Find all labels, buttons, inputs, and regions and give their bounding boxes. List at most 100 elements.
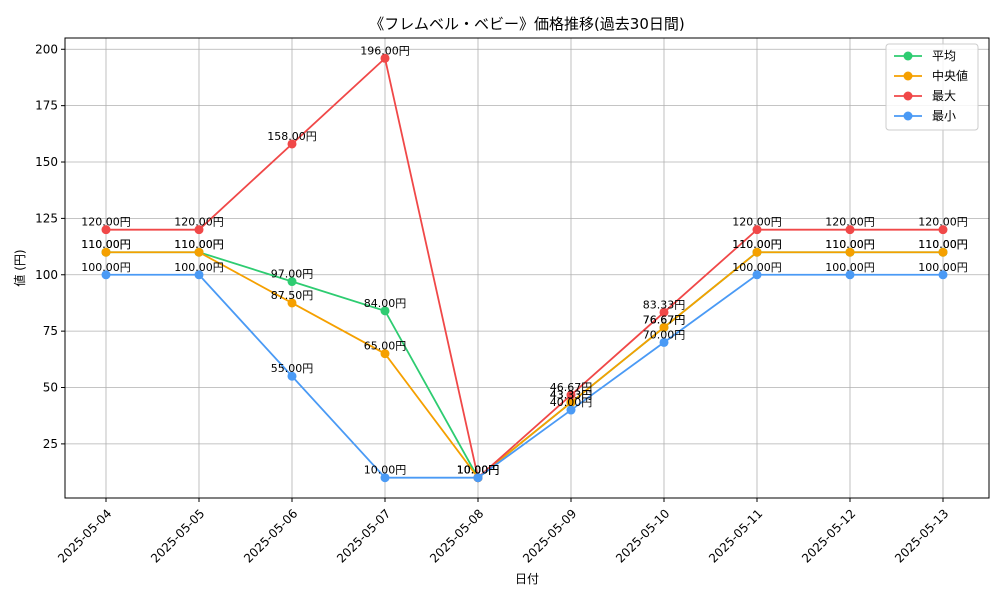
series-2-data-label: 120.00円 xyxy=(825,216,875,229)
series-line-1 xyxy=(106,251,943,479)
series-2-data-label: 120.00円 xyxy=(732,216,782,229)
series-2-data-label: 120.00円 xyxy=(81,216,131,229)
plot-frame xyxy=(64,37,990,499)
series-1-point xyxy=(380,349,390,359)
series-1-point xyxy=(938,247,948,257)
y-tick-label: 25 xyxy=(43,437,58,451)
series-3-data-label: 70.00円 xyxy=(643,328,686,341)
series-1-data-label: 43.33円 xyxy=(550,389,593,402)
series-2-point xyxy=(380,53,390,63)
series-line-3 xyxy=(106,273,943,479)
series-3-data-label: 55.00円 xyxy=(271,362,314,375)
legend-marker-0 xyxy=(903,51,913,61)
x-tick-label: 2025-05-10 xyxy=(613,506,672,565)
series-2-data-label: 46.67円 xyxy=(550,381,593,394)
series-2-point xyxy=(845,225,855,235)
chart-title: 《フレムベル・ベビー》価格推移(過去30日間) xyxy=(369,15,685,33)
series-0-data-label: 84.00円 xyxy=(364,297,407,310)
series-3-point xyxy=(566,405,576,415)
series-1-data-label: 110.00円 xyxy=(81,238,131,251)
series-0-data-label: 110.00円 xyxy=(81,238,131,251)
y-tick-label: 75 xyxy=(43,324,58,338)
series-line-2 xyxy=(106,56,943,480)
y-tick-label: 200 xyxy=(35,42,58,56)
series-0-data-label: 43.33円 xyxy=(550,389,593,402)
series-2-data-label: 120.00円 xyxy=(918,216,968,229)
series-2-point xyxy=(659,307,669,317)
x-tick-label: 2025-05-09 xyxy=(520,506,579,565)
series-1-data-label: 87.50円 xyxy=(271,289,314,302)
x-tick-label: 2025-05-04 xyxy=(55,506,114,565)
series-2-point xyxy=(194,225,204,235)
series-3-data-label: 10.00円 xyxy=(364,464,407,477)
series-2-point xyxy=(287,139,297,149)
series-3-point xyxy=(938,270,948,280)
series-layer xyxy=(101,53,948,483)
x-tick-label: 2025-05-11 xyxy=(706,506,765,565)
y-tick-label: 150 xyxy=(35,155,58,169)
series-1-point xyxy=(566,398,576,408)
x-tick-label: 2025-05-08 xyxy=(427,506,486,565)
series-2-data-label: 196.00円 xyxy=(360,44,410,57)
legend-label-3: 最小 xyxy=(932,109,956,123)
series-0-point xyxy=(287,277,297,287)
x-tick-label: 2025-05-05 xyxy=(148,506,207,565)
series-1-data-label: 65.00円 xyxy=(364,340,407,353)
series-1-data-label: 110.00円 xyxy=(918,238,968,251)
y-tick-label: 50 xyxy=(43,381,58,395)
series-3-data-label: 100.00円 xyxy=(825,261,875,274)
series-0-data-label: 110.00円 xyxy=(732,238,782,251)
series-3-point xyxy=(287,371,297,381)
legend-box xyxy=(885,43,979,131)
x-tick-label: 2025-05-12 xyxy=(799,506,858,565)
series-0-point xyxy=(380,306,390,316)
series-3-point xyxy=(752,270,762,280)
series-3-point xyxy=(473,473,483,483)
x-tick-label: 2025-05-06 xyxy=(241,506,300,565)
series-2-data-label: 120.00円 xyxy=(174,216,224,229)
series-3-data-label: 100.00円 xyxy=(174,261,224,274)
series-2-point xyxy=(101,225,111,235)
series-3-point xyxy=(380,473,390,483)
series-2-point xyxy=(566,390,576,400)
series-3-point xyxy=(845,270,855,280)
series-3-point xyxy=(659,337,669,347)
series-3-point xyxy=(194,270,204,280)
series-0-data-label: 97.00円 xyxy=(271,268,314,281)
series-3-point xyxy=(101,270,111,280)
legend-label-1: 中央値 xyxy=(932,68,968,83)
series-0-data-label: 110.00円 xyxy=(825,238,875,251)
series-0-data-label: 110.00円 xyxy=(918,238,968,251)
series-1-data-label: 10.00円 xyxy=(457,464,500,477)
series-3-data-label: 100.00円 xyxy=(918,261,968,274)
y-tick-label: 125 xyxy=(35,211,58,225)
series-1-point xyxy=(101,247,111,257)
series-1-point xyxy=(194,247,204,257)
series-2-point xyxy=(938,225,948,235)
series-2-data-label: 83.33円 xyxy=(643,298,686,311)
series-3-data-label: 100.00円 xyxy=(732,261,782,274)
series-2-data-label: 10.00円 xyxy=(457,464,500,477)
y-axis-label: 値 (円) xyxy=(12,249,27,286)
series-1-point xyxy=(752,247,762,257)
series-1-data-label: 110.00円 xyxy=(825,238,875,251)
series-2-data-label: 158.00円 xyxy=(267,130,317,143)
series-2-point xyxy=(752,225,762,235)
x-axis-label: 日付 xyxy=(515,572,539,586)
series-3-data-label: 40.00円 xyxy=(550,396,593,409)
series-0-data-label: 76.67円 xyxy=(643,313,686,326)
series-1-data-label: 110.00円 xyxy=(732,238,782,251)
series-0-data-label: 110.00円 xyxy=(174,238,224,251)
y-tick-label: 100 xyxy=(35,268,58,282)
x-tick-label: 2025-05-07 xyxy=(334,506,393,565)
data-labels-layer: 110.00円 110.00円 97.00円 84.00円 10.00円 43.33円 76… xyxy=(81,44,968,476)
legend-marker-3 xyxy=(903,111,913,121)
series-3-data-label: 10.00円 xyxy=(457,464,500,477)
legend-label-0: 平均 xyxy=(932,49,956,63)
legend-label-2: 最大 xyxy=(932,89,956,103)
series-1-data-label: 110.00円 xyxy=(174,238,224,251)
series-1-data-label: 76.67円 xyxy=(643,313,686,326)
series-0-data-label: 10.00円 xyxy=(457,464,500,477)
